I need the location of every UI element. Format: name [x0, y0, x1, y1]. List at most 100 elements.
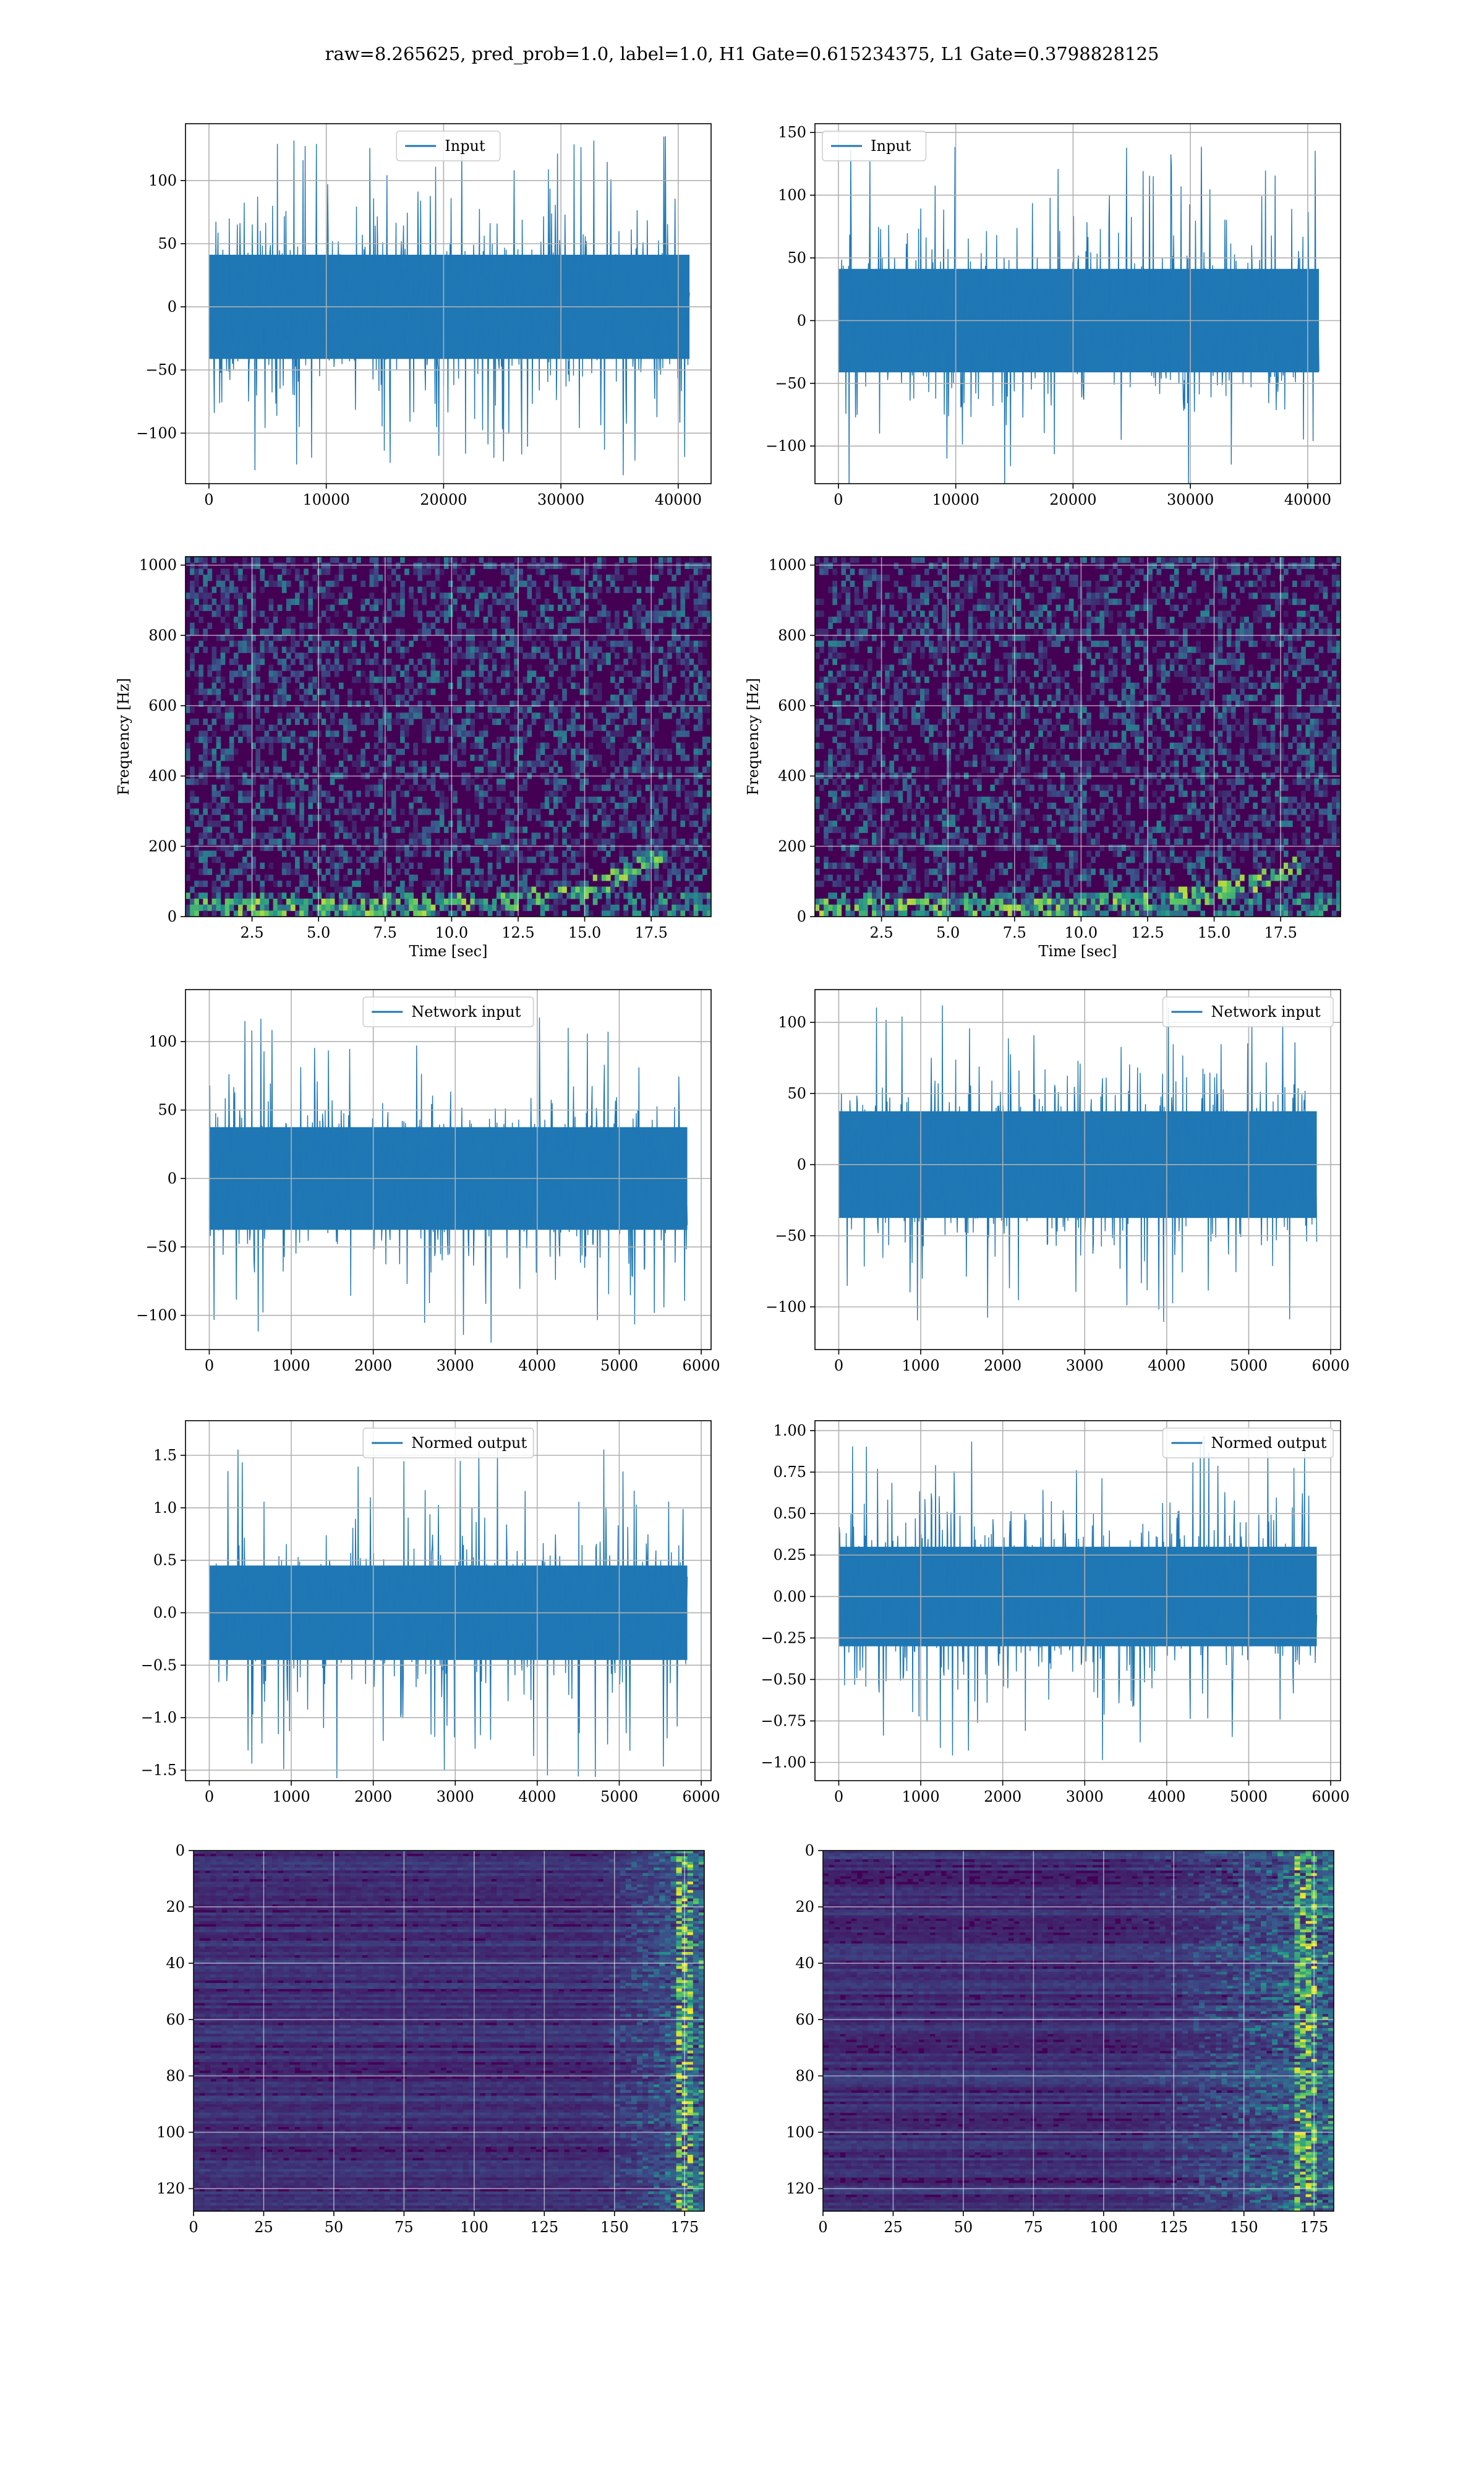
y-tick-label: 600 — [778, 697, 806, 714]
y-axis-label: Frequency [Hz] — [744, 678, 762, 795]
y-tick-label: 100 — [786, 2123, 814, 2141]
legend: Input — [396, 131, 501, 161]
y-tick-label: 0 — [805, 1842, 814, 1859]
y-tick-label: 100 — [778, 1014, 806, 1031]
chart-l1-network-input: 0 1000 2000 3000 4000 5000 6000 −100 −50 0 50 100 Ne… — [765, 989, 1350, 1374]
y-tick-label: 0 — [797, 1156, 806, 1173]
chart-h1-normed-output: 0 1000 2000 3000 4000 5000 6000 −1.5 −1.0 −0.5 0.0… — [141, 1420, 720, 1805]
y-tick-label: 0 — [168, 298, 177, 315]
x-tick-label: 75 — [1024, 2219, 1043, 2236]
y-tick-label: 200 — [778, 837, 806, 855]
x-tick-label: 40000 — [655, 491, 702, 508]
x-tick-label: 175 — [670, 2219, 699, 2236]
x-tick-label: 12.5 — [1131, 924, 1164, 941]
x-tick-label: 2000 — [354, 1788, 392, 1805]
axes-frame — [185, 556, 712, 917]
y-tick-label: 40 — [795, 1954, 814, 1972]
heatmap-cells — [194, 1851, 704, 2211]
y-axis-label: Frequency [Hz] — [115, 678, 132, 795]
x-tick-label: 5000 — [600, 1357, 638, 1374]
x-tick-label: 0 — [834, 491, 843, 508]
plot-area — [208, 136, 690, 476]
x-tick-label: 100 — [1090, 2219, 1118, 2236]
y-tick-label: −100 — [765, 437, 806, 455]
x-tick-label: 125 — [1159, 2219, 1188, 2236]
chart-h1-spectrogram: 2.5 5.0 7.5 10.0 12.5 15.0 17.5 0 200 400 600 800 10… — [115, 556, 712, 960]
x-tick-label: 3000 — [1066, 1357, 1104, 1374]
x-tick-label: 5.0 — [307, 924, 330, 941]
x-tick-label: 7.5 — [1003, 924, 1026, 941]
x-tick-label: 4000 — [1148, 1357, 1185, 1374]
y-tick-label: 0.0 — [153, 1604, 177, 1622]
plot-area — [208, 1445, 688, 1779]
y-tick-label: 80 — [166, 2067, 185, 2084]
y-tick-label: 120 — [786, 2180, 814, 2198]
y-tick-label: −50 — [145, 361, 177, 379]
x-tick-label: 12.5 — [501, 924, 534, 941]
plot-area — [815, 557, 1341, 917]
x-tick-label: 2.5 — [870, 924, 893, 941]
y-tick-label: 0 — [168, 908, 177, 925]
y-tick-label: 20 — [795, 1898, 814, 1915]
chart-h1-input: 0 10000 20000 30000 40000 −100 −50 0 50 100 Input — [136, 123, 712, 508]
x-tick-label: 3000 — [1066, 1788, 1104, 1805]
x-tick-label: 30000 — [537, 491, 584, 508]
y-tick-label: 100 — [148, 172, 177, 189]
x-tick-label: 2000 — [984, 1357, 1021, 1374]
y-tick-label: 0.75 — [774, 1463, 806, 1481]
legend-label: Network input — [1211, 1003, 1321, 1021]
y-tick-label: 0 — [168, 1170, 177, 1187]
axes-frame — [193, 1850, 705, 2212]
chart-h1-network-input: 0 1000 2000 3000 4000 5000 6000 −100 −50 0 50 100 Ne… — [136, 989, 720, 1374]
x-tick-label: 50 — [954, 2219, 973, 2236]
legend-label: Normed output — [411, 1434, 527, 1452]
y-tick-label: 600 — [148, 697, 177, 714]
x-tick-label: 20000 — [420, 491, 467, 508]
series-line — [208, 1017, 688, 1343]
y-tick-label: 100 — [778, 187, 806, 204]
plot-area — [838, 147, 1320, 484]
panel-l1-spectrogram: 2.5 5.0 7.5 10.0 12.5 15.0 17.5 0 200 400 600 800 10… — [735, 550, 1353, 978]
axes-frame — [814, 556, 1341, 917]
x-tick-label: 2000 — [984, 1788, 1021, 1805]
panel-h1-feature-map: 0 25 50 75 100 125 150 175 0 20 40 60 80 100 120 — [113, 1842, 717, 2273]
y-tick-label: 1.00 — [774, 1422, 806, 1439]
y-tick-label: −100 — [765, 1298, 806, 1316]
x-tick-label: 30000 — [1167, 491, 1214, 508]
axes-frame — [814, 123, 1341, 484]
x-tick-label: 40000 — [1284, 491, 1331, 508]
x-tick-label: 5000 — [600, 1788, 638, 1805]
legend: Network input — [1162, 996, 1334, 1027]
x-tick-label: 150 — [1230, 2219, 1258, 2236]
legend-box — [396, 131, 501, 161]
y-tick-label: 1.0 — [153, 1499, 177, 1517]
x-tick-label: 15.0 — [568, 924, 601, 941]
y-tick-label: −1.00 — [761, 1753, 806, 1771]
x-tick-label: 7.5 — [373, 924, 397, 941]
y-tick-label: 0 — [176, 1842, 185, 1859]
series-line — [838, 1005, 1318, 1322]
x-tick-label: 25 — [254, 2219, 273, 2236]
x-tick-label: 10.0 — [1065, 924, 1098, 941]
y-tick-label: −50 — [145, 1238, 177, 1256]
chart-l1-input: 0 10000 20000 30000 40000 −100 −50 0 50 100 150 Inp… — [765, 123, 1341, 508]
x-axis-label: Time [sec] — [409, 943, 488, 960]
x-tick-label: 1000 — [902, 1357, 940, 1374]
x-tick-label: 4000 — [518, 1788, 556, 1805]
x-tick-label: 3000 — [437, 1788, 474, 1805]
y-tick-label: 0.5 — [153, 1552, 177, 1569]
panel-h1-spectrogram: 2.5 5.0 7.5 10.0 12.5 15.0 17.5 0 200 400 600 800 10… — [105, 550, 723, 978]
x-tick-label: 15.0 — [1198, 924, 1230, 941]
x-tick-label: 75 — [394, 2219, 414, 2236]
y-tick-label: 200 — [148, 837, 177, 855]
x-tick-label: 50 — [325, 2219, 344, 2236]
legend-label: Normed output — [1211, 1434, 1327, 1452]
y-tick-label: −100 — [136, 424, 177, 442]
axes-frame — [822, 1850, 1334, 2212]
chart-l1-spectrogram: 2.5 5.0 7.5 10.0 12.5 15.0 17.5 0 200 400 600 800 10… — [744, 556, 1341, 960]
x-tick-label: 3000 — [437, 1357, 474, 1374]
x-tick-label: 0 — [834, 1357, 843, 1374]
x-tick-label: 5.0 — [936, 924, 960, 941]
x-tick-label: 125 — [530, 2219, 558, 2236]
series-line — [838, 147, 1320, 484]
